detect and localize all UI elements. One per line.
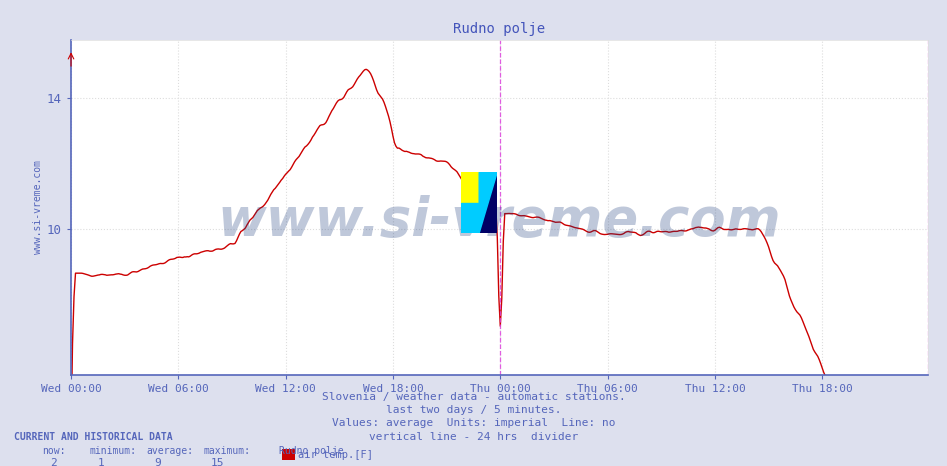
Bar xyxy=(461,172,479,203)
Text: air temp.[F]: air temp.[F] xyxy=(298,450,373,460)
Text: www.si-vreme.com: www.si-vreme.com xyxy=(218,195,781,247)
Polygon shape xyxy=(461,172,479,203)
Text: Slovenia / weather data - automatic stations.: Slovenia / weather data - automatic stat… xyxy=(322,392,625,402)
Polygon shape xyxy=(479,172,497,233)
Text: CURRENT AND HISTORICAL DATA: CURRENT AND HISTORICAL DATA xyxy=(14,432,173,442)
Y-axis label: www.si-vreme.com: www.si-vreme.com xyxy=(33,160,43,254)
Polygon shape xyxy=(479,172,497,233)
Polygon shape xyxy=(461,172,479,203)
Text: now:: now: xyxy=(43,446,66,456)
Text: 15: 15 xyxy=(211,458,224,466)
Text: vertical line - 24 hrs  divider: vertical line - 24 hrs divider xyxy=(369,432,578,441)
Text: 9: 9 xyxy=(154,458,161,466)
Text: Values: average  Units: imperial  Line: no: Values: average Units: imperial Line: no xyxy=(331,418,616,428)
Title: Rudno polje: Rudno polje xyxy=(454,21,545,36)
Text: average:: average: xyxy=(147,446,194,456)
Bar xyxy=(461,203,479,233)
Text: 1: 1 xyxy=(98,458,104,466)
Text: minimum:: minimum: xyxy=(90,446,137,456)
Text: last two days / 5 minutes.: last two days / 5 minutes. xyxy=(385,405,562,415)
Text: Rudno polje: Rudno polje xyxy=(279,446,344,456)
Text: maximum:: maximum: xyxy=(204,446,251,456)
Text: 2: 2 xyxy=(50,458,57,466)
